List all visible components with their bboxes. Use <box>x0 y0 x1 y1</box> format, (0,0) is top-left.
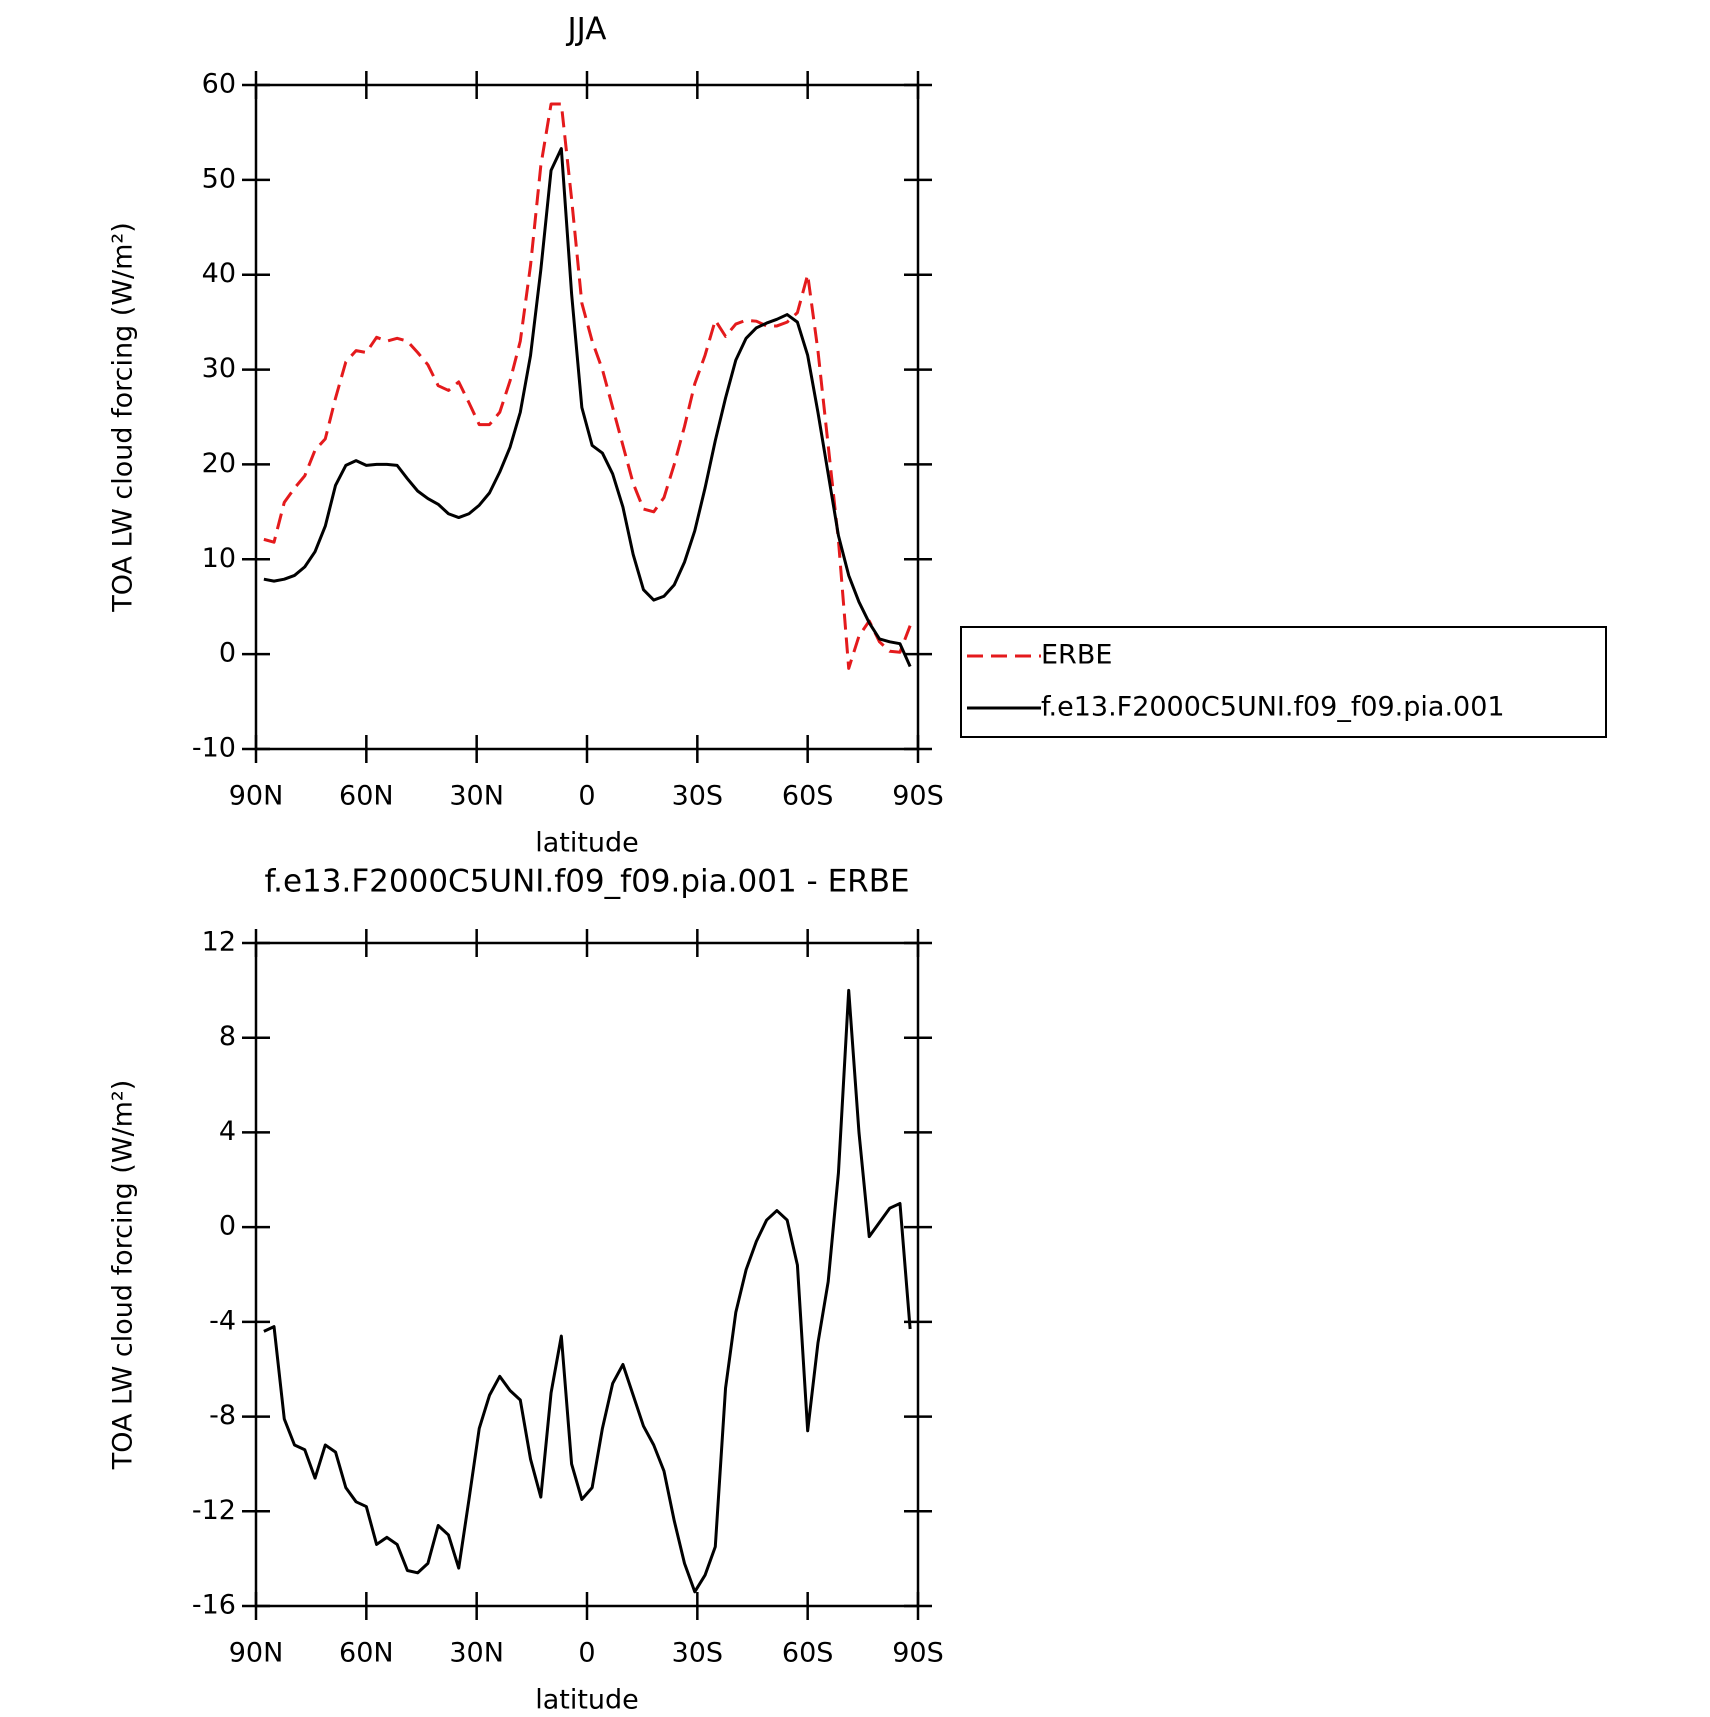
y-tick-label: -10 <box>192 733 236 764</box>
plot-frame <box>254 83 920 751</box>
data-line <box>263 988 912 1594</box>
y-tick-label: 12 <box>202 927 236 958</box>
y-tick-label: 8 <box>219 1021 236 1052</box>
legend-label: f.e13.F2000C5UNI.f09_f09.pia.001 <box>1041 692 1505 723</box>
y-tick-label: -16 <box>192 1590 236 1621</box>
x-tick-label: 60S <box>782 1638 834 1669</box>
x-tick-label: 60N <box>339 781 394 812</box>
legend-label: ERBE <box>1041 640 1112 671</box>
y-tick-label: 60 <box>202 69 236 100</box>
x-tick-label: 0 <box>578 1638 595 1669</box>
y-tick-label: 50 <box>202 163 236 194</box>
x-tick-label: 90N <box>229 1638 284 1669</box>
data-line <box>263 147 912 668</box>
y-tick-label: -12 <box>192 1495 236 1526</box>
chart-title: f.e13.F2000C5UNI.f09_f09.pia.001 - ERBE <box>264 864 909 900</box>
x-axis-label: latitude <box>535 1685 639 1716</box>
x-tick-label: 90S <box>892 781 944 812</box>
x-tick-label: 90N <box>229 781 284 812</box>
y-tick-label: -4 <box>209 1305 236 1336</box>
chart-title: JJA <box>566 12 607 48</box>
x-tick-label: 60S <box>782 781 834 812</box>
y-axis-label: TOA LW cloud forcing (W/m²) <box>108 222 139 613</box>
y-axis-label: TOA LW cloud forcing (W/m²) <box>108 1080 139 1471</box>
plot-frame <box>254 941 920 1608</box>
x-tick-label: 0 <box>578 781 595 812</box>
data-line <box>263 102 912 670</box>
y-tick-label: 0 <box>219 1211 236 1242</box>
y-tick-label: 4 <box>219 1116 236 1147</box>
y-tick-label: 30 <box>202 353 236 384</box>
x-tick-label: 30N <box>449 781 504 812</box>
y-tick-label: 40 <box>202 258 236 289</box>
y-tick-label: -8 <box>209 1400 236 1431</box>
y-tick-label: 0 <box>219 638 236 669</box>
y-tick-label: 10 <box>202 543 236 574</box>
x-tick-label: 30S <box>672 1638 724 1669</box>
x-tick-label: 30N <box>449 1638 504 1669</box>
legend-box <box>960 626 1607 738</box>
x-tick-label: 30S <box>672 781 724 812</box>
x-tick-label: 60N <box>339 1638 394 1669</box>
y-tick-label: 20 <box>202 448 236 479</box>
x-axis-label: latitude <box>535 828 639 859</box>
x-tick-label: 90S <box>892 1638 944 1669</box>
